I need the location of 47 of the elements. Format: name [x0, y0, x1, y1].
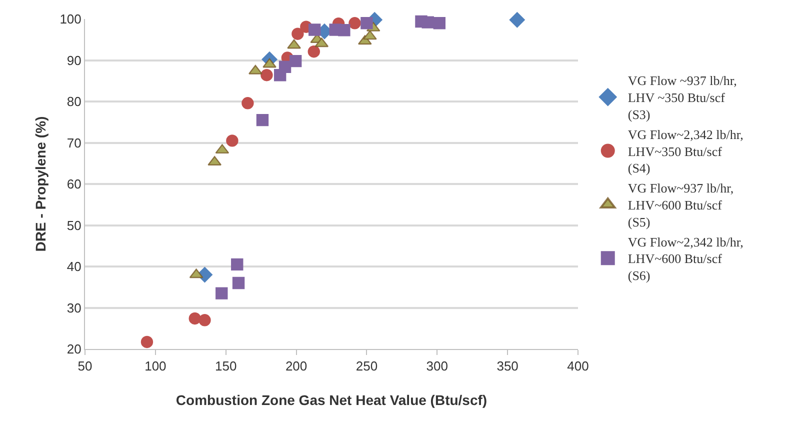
- y-tick-label: 80: [66, 94, 82, 110]
- y-tick-label: 70: [66, 135, 82, 150]
- point: [231, 258, 244, 271]
- x-axis-title: Combustion Zone Gas Net Heat Value (Btu/scf): [176, 392, 488, 408]
- legend-label: VG Flow~937 lb/hr, LHV~600 Btu/scf (S5): [628, 180, 734, 230]
- point: [360, 17, 373, 30]
- point: [256, 114, 269, 126]
- point: [509, 12, 525, 28]
- y-tick-label: 20: [66, 342, 82, 357]
- y-tick-label: 30: [66, 300, 82, 316]
- point: [289, 54, 302, 68]
- x-tick-label: 350: [496, 358, 518, 374]
- point: [262, 58, 276, 68]
- legend-label: VG Flow~2,342 lb/hr, LHV~600 Btu/scf (S6): [628, 234, 744, 284]
- x-tick-label: 250: [356, 358, 378, 374]
- point: [278, 60, 292, 73]
- point: [308, 45, 320, 58]
- point: [433, 17, 446, 30]
- point: [188, 312, 201, 325]
- point: [287, 39, 301, 49]
- x-tick-label: 100: [144, 358, 166, 374]
- point: [292, 28, 304, 40]
- y-tick-label: 50: [66, 218, 82, 233]
- legend-label: VG Flow ~937 lb/hr, LHV ~350 Btu/scf (S3): [628, 73, 737, 122]
- point: [198, 314, 211, 326]
- y-tick-label: 40: [66, 259, 82, 274]
- point: [338, 24, 350, 36]
- point: [216, 287, 228, 300]
- y-axis-title: DRE - Propylene (%): [32, 116, 48, 252]
- x-tick-label: 300: [426, 358, 448, 374]
- point: [232, 276, 245, 290]
- x-tick-label: 400: [567, 358, 589, 374]
- y-tick-label: 60: [66, 176, 82, 192]
- x-tick-label: 200: [285, 358, 308, 374]
- point: [242, 97, 254, 110]
- point: [348, 17, 361, 30]
- point: [260, 69, 273, 82]
- point: [226, 134, 238, 147]
- point: [308, 24, 321, 36]
- x-tick-label: 150: [215, 358, 237, 374]
- legend-label: VG Flow~2,342 lb/hr, LHV~350 Btu/scf (S4): [628, 126, 744, 176]
- point: [422, 16, 434, 28]
- y-tick-label: 100: [60, 12, 82, 27]
- y-tick-label: 90: [66, 52, 82, 68]
- point: [363, 30, 377, 40]
- x-tick-label: 50: [78, 358, 92, 374]
- point: [140, 336, 154, 348]
